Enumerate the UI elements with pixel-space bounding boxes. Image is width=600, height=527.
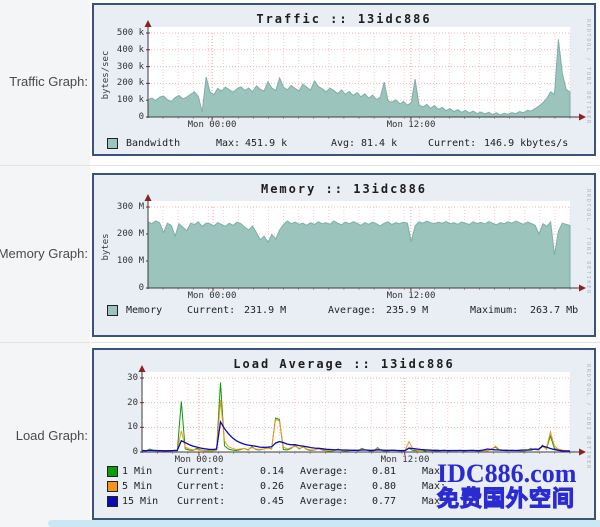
- stat-value: 0.26: [260, 481, 285, 492]
- stat-key: Current:: [187, 305, 236, 316]
- rrdtool-watermark: RRDTOOL / TOBI OETIKER: [585, 364, 591, 470]
- y-tick: 200 M: [116, 229, 144, 239]
- load-graph-panel[interactable]: Load Average :: 13idc886 0 10 20 30 Mon …: [92, 348, 596, 520]
- stat-value: 0.14: [260, 466, 285, 477]
- stat-value: 231.9 M: [244, 305, 287, 316]
- stat-key: Max:: [422, 466, 447, 477]
- y-tick: 0: [132, 447, 138, 457]
- legend-swatch: [107, 466, 118, 477]
- legend-row: Memory Current: 231.9 M Average: 235.9 M…: [94, 305, 594, 317]
- y-tick: 0: [138, 112, 144, 122]
- y-tick: 0: [138, 283, 144, 293]
- idc886-watermark: IDC886.com 免费国外空间: [436, 459, 577, 513]
- stat-key: Current:: [177, 481, 226, 492]
- legend-label: 15 Min: [122, 496, 159, 507]
- legend-row: Bandwidth Max: 451.9 k Avg: 81.4 k Curre…: [94, 138, 594, 150]
- chart-title: Load Average :: 13idc886: [233, 357, 455, 371]
- y-tick: 400 k: [116, 45, 144, 55]
- stat-key: Current:: [428, 138, 477, 149]
- stat-key: Max:: [422, 481, 447, 492]
- x-tick: Mon 00:00: [174, 455, 224, 465]
- memory-graph-label: Memory Graph:: [0, 246, 88, 261]
- stat-key: Max:: [422, 496, 447, 507]
- x-tick: Mon 00:00: [187, 291, 237, 301]
- y-tick: 10: [127, 422, 138, 432]
- load-chart[interactable]: [94, 350, 594, 518]
- stat-value: 263.7 Mb: [530, 305, 579, 316]
- stat-value: 0.77: [372, 496, 397, 507]
- y-tick: 500 k: [116, 28, 144, 38]
- stat-key: Average:: [300, 466, 349, 477]
- row-divider: [0, 342, 600, 343]
- stat-key: Maximum:: [470, 305, 519, 316]
- legend-label: Bandwidth: [126, 138, 181, 149]
- stat-key: Average:: [300, 481, 349, 492]
- legend-row: 5 Min Current: 0.26 Average: 0.80 Max:: [94, 481, 594, 493]
- legend-swatch: [107, 138, 118, 149]
- legend-row: 15 Min Current: 0.45 Average: 0.77 Max:: [94, 496, 594, 508]
- label-column: [0, 0, 90, 527]
- x-tick: Mon 12:00: [386, 291, 436, 301]
- stat-key: Avg:: [331, 138, 356, 149]
- stat-value: 235.9 M: [386, 305, 429, 316]
- chart-title: Traffic :: 13idc886: [256, 12, 432, 26]
- traffic-chart[interactable]: [94, 5, 594, 154]
- memory-chart[interactable]: [94, 175, 594, 335]
- stat-value: 451.9 k: [245, 138, 288, 149]
- idc886-watermark-text: IDC886.com: [437, 459, 577, 488]
- legend-swatch: [107, 496, 118, 507]
- legend-swatch: [107, 305, 118, 316]
- x-tick: Mon 12:00: [386, 120, 436, 130]
- traffic-graph-panel[interactable]: Traffic :: 13idc886 bytes/sec 0 100 k 20…: [92, 3, 596, 156]
- legend-label: 1 Min: [122, 466, 153, 477]
- load-graph-label: Load Graph:: [15, 428, 88, 443]
- traffic-graph-label: Traffic Graph:: [9, 74, 88, 89]
- stat-value: 81.4 k: [361, 138, 398, 149]
- legend-swatch: [107, 481, 118, 492]
- x-tick: Mon 00:00: [187, 120, 237, 130]
- legend-label: 5 Min: [122, 481, 153, 492]
- y-tick: 100 M: [116, 256, 144, 266]
- legend-label: Memory: [126, 305, 163, 316]
- stat-value: 0.45: [260, 496, 285, 507]
- y-tick: 300 M: [116, 202, 144, 212]
- y-tick: 300 k: [116, 62, 144, 72]
- stat-value: 0.81: [372, 466, 397, 477]
- row-divider: [0, 165, 600, 166]
- rrdtool-watermark: RRDTOOL / TOBI OETIKER: [585, 189, 591, 295]
- stat-key: Current:: [177, 496, 226, 507]
- y-tick: 30: [127, 373, 138, 383]
- stat-key: Average:: [300, 496, 349, 507]
- rrdtool-watermark: RRDTOOL / TOBI OETIKER: [585, 19, 591, 125]
- y-tick: 20: [127, 398, 138, 408]
- y-tick: 100 k: [116, 95, 144, 105]
- x-tick: Mon 12:00: [380, 455, 430, 465]
- memory-graph-panel[interactable]: Memory :: 13idc886 bytes 0 100 M 200 M 3…: [92, 173, 596, 337]
- chart-title: Memory :: 13idc886: [260, 182, 428, 196]
- y-axis-label: bytes/sec: [101, 50, 111, 100]
- idc886-watermark-chinese: 免费国外空间: [436, 486, 576, 512]
- stat-value: 0.80: [372, 481, 397, 492]
- stat-value: 146.9 kbytes/s: [484, 138, 569, 149]
- legend-row: 1 Min Current: 0.14 Average: 0.81 Max:: [94, 466, 594, 478]
- stat-key: Max:: [216, 138, 241, 149]
- bottom-strip: [48, 520, 600, 527]
- stat-key: Average:: [328, 305, 377, 316]
- y-tick: 200 k: [116, 78, 144, 88]
- stat-key: Current:: [177, 466, 226, 477]
